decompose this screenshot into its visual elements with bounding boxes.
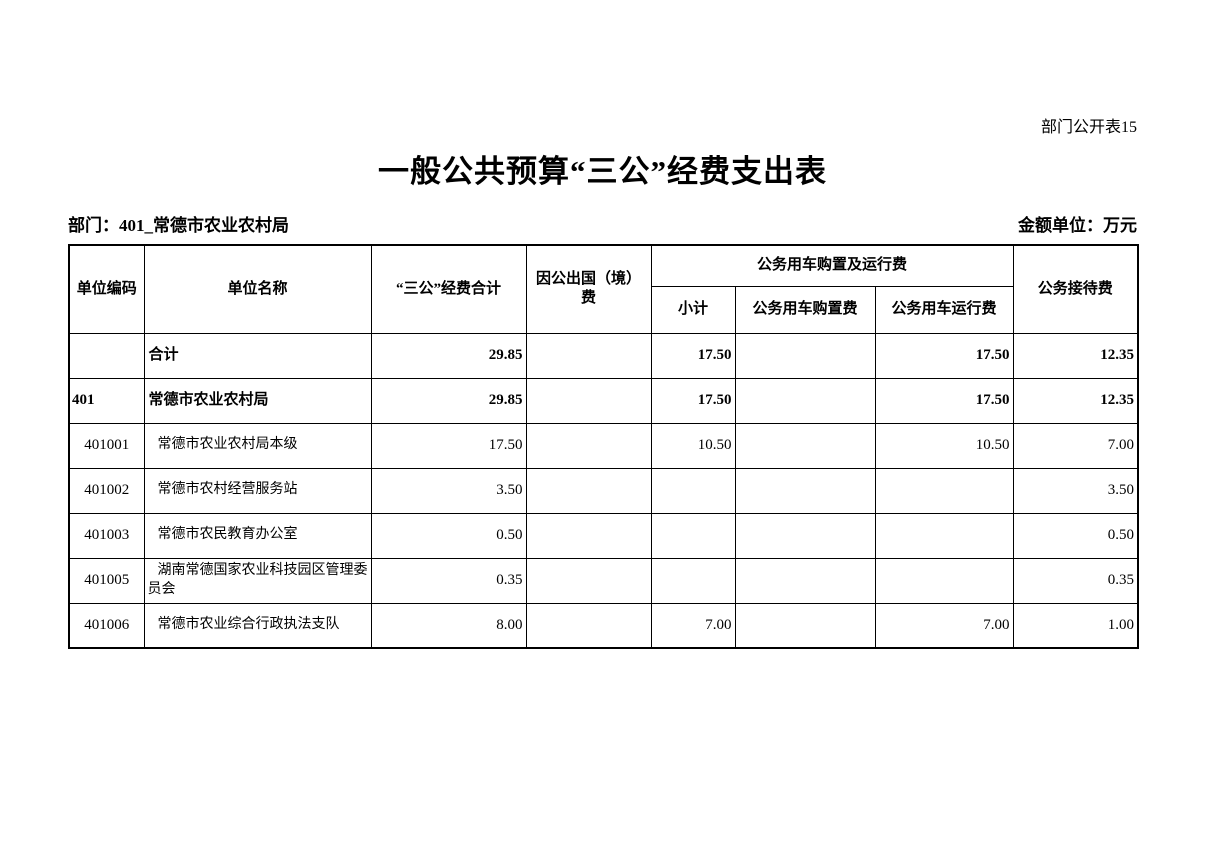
header-subtotal: 小计 bbox=[650, 285, 736, 334]
header-unit-name: 单位名称 bbox=[143, 244, 372, 334]
table-row: 401006 常德市农业综合行政执法支队 8.00 7.00 7.00 1.00 bbox=[68, 602, 1139, 649]
unit-name-cell: 常德市农业农村局 bbox=[143, 377, 372, 424]
vehicle-purchase-cell bbox=[734, 467, 876, 514]
unit-code-cell bbox=[68, 332, 145, 379]
vehicle-operation-cell bbox=[874, 512, 1014, 559]
table-header-row-1: 单位编码 单位名称 “三公”经费合计 因公出国（境）费 公务用车购置及运行费 公… bbox=[68, 244, 1139, 334]
header-reception-fee: 公务接待费 bbox=[1012, 244, 1139, 334]
table-row: 401005 湖南常德国家农业科技园区管理委员会 0.35 0.35 bbox=[68, 557, 1139, 604]
reception-cell: 12.35 bbox=[1012, 377, 1139, 424]
abroad-fee-cell bbox=[525, 377, 652, 424]
table-row: 401002 常德市农村经营服务站 3.50 3.50 bbox=[68, 467, 1139, 514]
subtotal-cell bbox=[650, 512, 736, 559]
table-header-row-2: 小计 公务用车购置费 公务用车运行费 bbox=[69, 285, 1138, 334]
reception-cell: 3.50 bbox=[1012, 467, 1139, 514]
abroad-fee-cell bbox=[525, 557, 652, 604]
unit-code-cell: 401005 bbox=[68, 557, 145, 604]
header-three-public-total: “三公”经费合计 bbox=[370, 244, 527, 334]
corner-label: 部门公开表15 bbox=[1040, 119, 1137, 136]
vehicle-purchase-cell bbox=[734, 512, 876, 559]
subtotal-cell: 17.50 bbox=[650, 377, 736, 424]
page-title: 一般公共预算“三公”经费支出表 bbox=[378, 154, 827, 189]
vehicle-operation-cell: 17.50 bbox=[874, 332, 1014, 379]
header-abroad-fee: 因公出国（境）费 bbox=[525, 244, 652, 334]
meta-row: 部门：401_常德市农业农村局 金额单位：万元 bbox=[68, 211, 1137, 236]
unit-code-cell: 401003 bbox=[68, 512, 145, 559]
unit-name-cell: 合计 bbox=[143, 332, 372, 379]
unit-name-cell: 常德市农业综合行政执法支队 bbox=[143, 602, 372, 649]
table-row: 401001 常德市农业农村局本级 17.50 10.50 10.50 7.00 bbox=[68, 422, 1139, 469]
subtotal-cell: 7.00 bbox=[650, 602, 736, 649]
abroad-fee-cell bbox=[525, 332, 652, 379]
subtotal-cell: 10.50 bbox=[650, 422, 736, 469]
header-unit-code: 单位编码 bbox=[68, 244, 145, 334]
total-cell: 8.00 bbox=[370, 602, 527, 649]
vehicle-operation-cell: 10.50 bbox=[874, 422, 1014, 469]
unit-code-cell: 401002 bbox=[68, 467, 145, 514]
unit-code-cell: 401006 bbox=[68, 602, 145, 649]
reception-cell: 12.35 bbox=[1012, 332, 1139, 379]
unit-code-cell: 401001 bbox=[68, 422, 145, 469]
reception-cell: 7.00 bbox=[1012, 422, 1139, 469]
header-vehicle-purchase: 公务用车购置费 bbox=[734, 285, 876, 334]
abroad-fee-cell bbox=[525, 467, 652, 514]
abroad-fee-cell bbox=[525, 512, 652, 559]
total-cell: 29.85 bbox=[370, 332, 527, 379]
subtotal-cell bbox=[650, 467, 736, 514]
vehicle-operation-cell bbox=[874, 557, 1014, 604]
table-row-total: 合计 29.85 17.50 17.50 12.35 bbox=[68, 332, 1139, 379]
abroad-fee-cell bbox=[525, 422, 652, 469]
unit-code-cell: 401 bbox=[68, 377, 145, 424]
unit-name-cell: 湖南常德国家农业科技园区管理委员会 bbox=[143, 557, 372, 604]
vehicle-purchase-cell bbox=[734, 332, 876, 379]
vehicle-operation-cell: 7.00 bbox=[874, 602, 1014, 649]
amount-unit-label: 金额单位：万元 bbox=[1018, 216, 1137, 235]
unit-name-cell: 常德市农民教育办公室 bbox=[143, 512, 372, 559]
vehicle-purchase-cell bbox=[734, 422, 876, 469]
reception-cell: 0.35 bbox=[1012, 557, 1139, 604]
total-cell: 29.85 bbox=[370, 377, 527, 424]
total-cell: 0.50 bbox=[370, 512, 527, 559]
budget-table: 单位编码 单位名称 “三公”经费合计 因公出国（境）费 公务用车购置及运行费 公… bbox=[68, 244, 1140, 649]
total-cell: 17.50 bbox=[370, 422, 527, 469]
unit-name-cell: 常德市农村经营服务站 bbox=[143, 467, 372, 514]
vehicle-purchase-cell bbox=[734, 602, 876, 649]
vehicle-purchase-cell bbox=[734, 557, 876, 604]
total-cell: 0.35 bbox=[370, 557, 527, 604]
subtotal-cell bbox=[650, 557, 736, 604]
reception-cell: 1.00 bbox=[1012, 602, 1139, 649]
department-label: 部门：401_常德市农业农村局 bbox=[68, 216, 289, 235]
unit-name-cell: 常德市农业农村局本级 bbox=[143, 422, 372, 469]
header-vehicle-operation: 公务用车运行费 bbox=[874, 285, 1014, 334]
reception-cell: 0.50 bbox=[1012, 512, 1139, 559]
table-row: 401003 常德市农民教育办公室 0.50 0.50 bbox=[68, 512, 1139, 559]
vehicle-purchase-cell bbox=[734, 377, 876, 424]
subtotal-cell: 17.50 bbox=[650, 332, 736, 379]
vehicle-operation-cell: 17.50 bbox=[874, 377, 1014, 424]
vehicle-operation-cell bbox=[874, 467, 1014, 514]
table-row-department: 401 常德市农业农村局 29.85 17.50 17.50 12.35 bbox=[68, 377, 1139, 424]
header-vehicle-group: 公务用车购置及运行费 bbox=[650, 244, 1014, 287]
total-cell: 3.50 bbox=[370, 467, 527, 514]
abroad-fee-cell bbox=[525, 602, 652, 649]
